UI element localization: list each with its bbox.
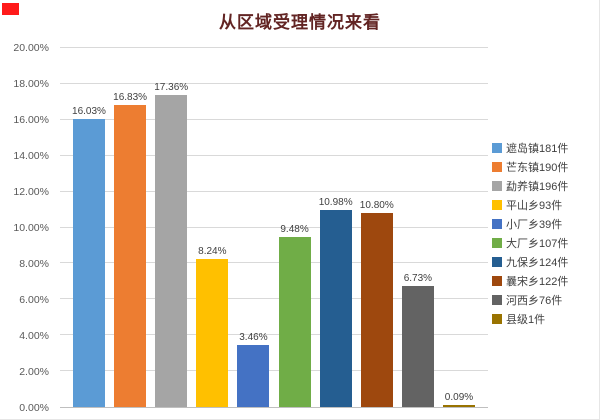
y-tick-label: 20.00%: [13, 42, 49, 54]
bar-group: 6.73%: [401, 48, 435, 407]
y-tick-label: 18.00%: [13, 78, 49, 90]
chart-title: 从区域受理情况来看: [219, 13, 381, 32]
bar-group: 3.46%: [236, 48, 270, 407]
legend-swatch: [492, 218, 502, 229]
bar: [114, 104, 147, 407]
gridline: [60, 298, 488, 300]
plot-area: 16.03% 16.83% 17.36% 8.24% 3.46% 9.48% 10.98% 1…: [60, 47, 488, 408]
gridline: [60, 334, 488, 336]
legend-item: 芒东镇190件: [492, 157, 599, 176]
y-tick-label: 0.00%: [19, 402, 49, 414]
y-tick-label: 12.00%: [13, 186, 49, 198]
gridline: [60, 154, 488, 156]
legend-label: 曩宋乡122件: [506, 275, 569, 288]
y-tick-label: 16.00%: [13, 114, 49, 126]
bar: [237, 344, 270, 407]
bar: [360, 213, 393, 407]
y-tick-label: 6.00%: [19, 294, 49, 306]
bar: [155, 95, 188, 407]
bar-value-label: 10.98%: [318, 196, 353, 208]
legend-label: 平山乡93件: [506, 199, 563, 212]
legend-item: 大厂乡107件: [492, 233, 599, 252]
legend-label: 遮岛镇181件: [506, 142, 569, 155]
legend: 遮岛镇181件 芒东镇190件 勐养镇196件 平山乡93件 小厂乡39件 大厂乡107件…: [492, 138, 599, 328]
legend-swatch: [492, 180, 502, 191]
legend-item: 九保乡124件: [492, 252, 599, 271]
bar-value-label: 8.24%: [198, 246, 227, 258]
bar: [401, 286, 434, 407]
legend-swatch: [492, 275, 502, 286]
bar: [196, 259, 229, 407]
gridline: [60, 82, 488, 84]
y-tick-label: 14.00%: [13, 150, 49, 162]
bar-value-label: 10.80%: [359, 200, 394, 212]
bar-value-label: 16.03%: [72, 106, 106, 118]
legend-label: 小厂乡39件: [506, 218, 563, 231]
legend-label: 九保乡124件: [506, 256, 569, 269]
bar-group: 16.83%: [113, 48, 147, 407]
bar-group: 9.48%: [278, 48, 312, 407]
bar-group: 16.03%: [72, 48, 106, 407]
legend-item: 河西乡76件: [492, 290, 599, 309]
bars-group: 16.03% 16.83% 17.36% 8.24% 3.46% 9.48% 10.98% 1…: [60, 48, 488, 407]
y-axis: 0.00% 2.00% 4.00% 6.00% 8.00% 10.00% 12.00% 14.…: [0, 42, 55, 414]
bar: [319, 209, 352, 407]
legend-swatch: [492, 237, 502, 248]
legend-swatch: [492, 199, 502, 210]
bar-value-label: 17.36%: [154, 82, 189, 94]
legend-item: 勐养镇196件: [492, 176, 599, 195]
legend-swatch: [492, 313, 502, 324]
legend-swatch: [492, 294, 502, 305]
gridline: [60, 370, 488, 372]
bar-value-label: 9.48%: [280, 223, 309, 235]
legend-label: 河西乡76件: [506, 294, 563, 307]
bar-value-label: 0.09%: [444, 392, 474, 404]
y-tick-label: 10.00%: [13, 222, 49, 234]
legend-swatch: [492, 142, 502, 153]
legend-item: 县级1件: [492, 309, 599, 328]
gridline: [60, 226, 488, 228]
bar-group: 0.09%: [442, 48, 476, 407]
legend-item: 遮岛镇181件: [492, 138, 599, 157]
gridline: [60, 190, 488, 192]
gridline: [60, 118, 488, 120]
legend-label: 勐养镇196件: [506, 180, 569, 193]
legend-swatch: [492, 256, 502, 267]
legend-label: 芒东镇190件: [506, 161, 569, 174]
gridline: [60, 262, 488, 264]
legend-swatch: [492, 161, 502, 172]
legend-item: 小厂乡39件: [492, 214, 599, 233]
y-tick-label: 8.00%: [19, 258, 49, 270]
y-tick-label: 2.00%: [19, 366, 49, 378]
bar: [442, 405, 475, 407]
bar: [278, 236, 311, 407]
bar-group: 10.80%: [360, 48, 394, 407]
legend-item: 曩宋乡122件: [492, 271, 599, 290]
bar-value-label: 16.83%: [113, 91, 148, 103]
legend-label: 县级1件: [506, 313, 546, 326]
legend-item: 平山乡93件: [492, 195, 599, 214]
bar-value-label: 6.73%: [403, 273, 433, 285]
red-corner-marker: [2, 3, 19, 15]
bar: [73, 119, 105, 407]
bar-group: 10.98%: [319, 48, 353, 407]
gridline: [60, 47, 488, 48]
bar-group: 8.24%: [195, 48, 229, 407]
y-tick-label: 4.00%: [19, 330, 49, 342]
bar-value-label: 3.46%: [239, 331, 268, 343]
bar-group: 17.36%: [154, 48, 188, 407]
legend-label: 大厂乡107件: [506, 237, 569, 250]
